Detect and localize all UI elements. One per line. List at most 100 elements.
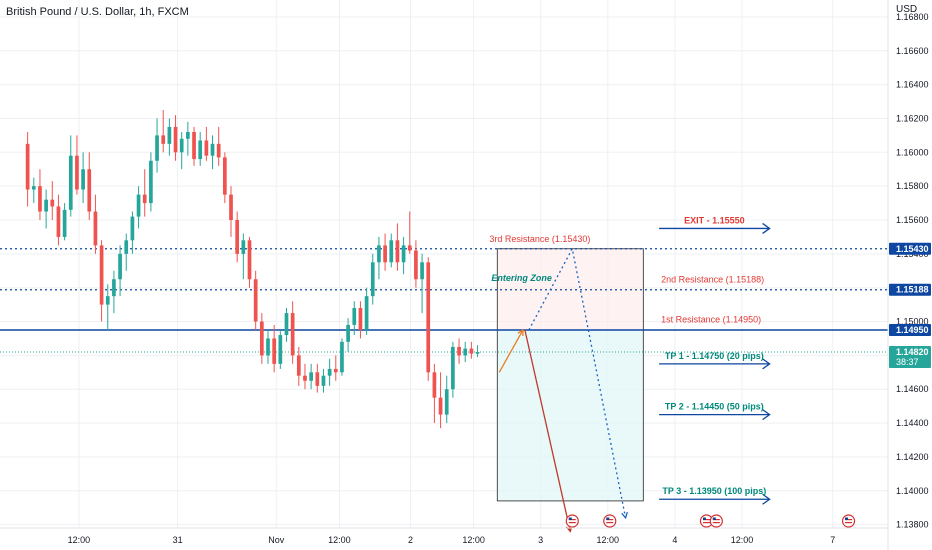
candle-body[interactable]: [401, 245, 406, 263]
candle-body[interactable]: [68, 155, 73, 210]
candle-body[interactable]: [247, 240, 252, 280]
y-tick-label: 1.14200: [896, 452, 929, 462]
candle-body[interactable]: [56, 206, 61, 237]
candle-body[interactable]: [75, 155, 79, 190]
candle-body[interactable]: [229, 194, 233, 220]
candle-body[interactable]: [315, 372, 320, 386]
candle-body[interactable]: [352, 308, 357, 325]
candle-body[interactable]: [469, 348, 474, 354]
symbol-title[interactable]: British Pound / U.S. Dollar, 1h, FXCM: [6, 6, 189, 18]
candle-body[interactable]: [309, 372, 313, 381]
candle-body[interactable]: [118, 253, 122, 280]
time-axis[interactable]: 12:00 31 Nov 12:00 2 12:00 3 12:00 4 12:00 7: [68, 535, 836, 545]
candle-body[interactable]: [457, 346, 461, 356]
candle-body[interactable]: [99, 245, 104, 305]
candle-body[interactable]: [420, 262, 424, 280]
candle-body[interactable]: [327, 368, 332, 376]
candle-body[interactable]: [167, 126, 172, 144]
candle-body[interactable]: [124, 240, 129, 254]
candle-body[interactable]: [93, 211, 98, 246]
exit-arrow[interactable]: EXIT - 1.15550: [659, 215, 771, 234]
candle-body[interactable]: [383, 245, 387, 263]
entry-arrow: [498, 329, 524, 373]
candle-body[interactable]: [50, 199, 55, 207]
candle-body[interactable]: [136, 194, 141, 217]
target-arrows[interactable]: EXIT - 1.15550 TP 1 - 1.14750 (20 pips) TP…: [659, 215, 771, 505]
candle-body[interactable]: [241, 240, 246, 254]
tp1-arrow[interactable]: TP 1 - 1.14750 (20 pips): [659, 351, 771, 370]
candle-body[interactable]: [38, 186, 42, 212]
candle-body[interactable]: [284, 313, 289, 336]
candle-body[interactable]: [333, 368, 338, 373]
economic-events[interactable]: [565, 514, 856, 528]
candle-body[interactable]: [25, 143, 30, 190]
candle-body[interactable]: [451, 346, 455, 390]
candle-body[interactable]: [407, 245, 412, 251]
candle-body[interactable]: [303, 375, 307, 381]
candle-body[interactable]: [389, 240, 394, 263]
candle-body[interactable]: [438, 397, 443, 415]
resistance-1-line-badge: [889, 324, 931, 336]
candle-body[interactable]: [266, 338, 270, 356]
candle-body[interactable]: [358, 308, 363, 330]
tp2-arrow-head: [762, 409, 771, 421]
candle-body[interactable]: [321, 375, 326, 386]
candle-body[interactable]: [370, 262, 375, 297]
candle-body[interactable]: [272, 338, 277, 364]
event-flag-icon[interactable]: [709, 514, 723, 528]
candle-body[interactable]: [235, 220, 240, 254]
y-tick-label: 1.14400: [896, 418, 929, 428]
candle-body[interactable]: [278, 335, 283, 364]
currency-label: USD: [896, 4, 918, 15]
candle-body[interactable]: [210, 143, 215, 156]
candle-body[interactable]: [87, 169, 92, 212]
candle-body[interactable]: [81, 169, 85, 190]
candle-body[interactable]: [414, 250, 418, 280]
candle-body[interactable]: [364, 296, 369, 330]
candle-body[interactable]: [253, 279, 258, 322]
candle-body[interactable]: [142, 194, 147, 204]
candle-body[interactable]: [204, 140, 209, 156]
event-flag-icon[interactable]: [841, 514, 856, 528]
candle-body[interactable]: [161, 135, 166, 144]
candle-body[interactable]: [395, 240, 400, 263]
candle-body[interactable]: [259, 321, 264, 356]
candle-body[interactable]: [198, 140, 203, 160]
candle-body[interactable]: [346, 324, 350, 342]
candlestick-series[interactable]: [25, 110, 480, 429]
candle-body[interactable]: [290, 313, 295, 356]
horizontal-levels[interactable]: [0, 248, 888, 353]
candle-body[interactable]: [192, 132, 196, 160]
event-flag-icon[interactable]: [603, 514, 617, 528]
candle-body[interactable]: [179, 138, 184, 153]
candle-body[interactable]: [432, 372, 437, 398]
tp2-arrow[interactable]: TP 2 - 1.14450 (50 pips): [659, 402, 771, 421]
candle-body[interactable]: [173, 126, 178, 153]
candle-body[interactable]: [31, 186, 36, 190]
candle-body[interactable]: [463, 348, 468, 356]
candle-body[interactable]: [105, 296, 110, 305]
candle-body[interactable]: [62, 209, 67, 237]
event-flag-icon[interactable]: [565, 514, 579, 528]
candle-body[interactable]: [112, 279, 116, 297]
candle-body[interactable]: [186, 132, 190, 139]
candle-body[interactable]: [475, 352, 480, 354]
x-tick-label: 7: [830, 535, 835, 545]
candle-body[interactable]: [155, 135, 159, 161]
candle-body[interactable]: [130, 216, 135, 241]
candle-body[interactable]: [44, 199, 48, 212]
candle-body[interactable]: [340, 341, 344, 373]
y-tick-label: 1.14000: [896, 486, 929, 496]
candle-body[interactable]: [149, 160, 153, 204]
candle-body[interactable]: [426, 262, 431, 373]
candle-body[interactable]: [216, 143, 221, 158]
candle-body[interactable]: [444, 389, 449, 415]
x-tick-label: 12:00: [462, 535, 485, 545]
candle-body[interactable]: [296, 355, 301, 376]
candle-body[interactable]: [377, 245, 381, 263]
event-flag-icon[interactable]: [699, 514, 714, 528]
tp3-arrow[interactable]: TP 3 - 1.13950 (100 pips): [659, 486, 771, 505]
price-axis[interactable]: 1.16800 1.16600 1.16400 1.16200 1.16000 1.158…: [889, 12, 931, 530]
candle-body[interactable]: [223, 157, 227, 195]
